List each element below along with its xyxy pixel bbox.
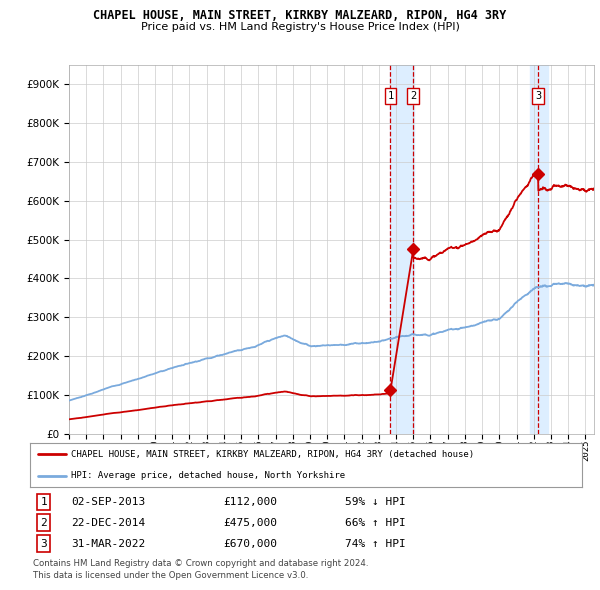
Text: 66% ↑ HPI: 66% ↑ HPI: [344, 517, 406, 527]
Text: CHAPEL HOUSE, MAIN STREET, KIRKBY MALZEARD, RIPON, HG4 3RY (detached house): CHAPEL HOUSE, MAIN STREET, KIRKBY MALZEA…: [71, 450, 475, 459]
Text: £112,000: £112,000: [223, 497, 277, 507]
Text: 59% ↓ HPI: 59% ↓ HPI: [344, 497, 406, 507]
Text: 74% ↑ HPI: 74% ↑ HPI: [344, 539, 406, 549]
Bar: [389, 65, 414, 434]
Text: 3: 3: [40, 539, 47, 549]
Text: Contains HM Land Registry data © Crown copyright and database right 2024.: Contains HM Land Registry data © Crown c…: [33, 559, 368, 568]
Text: This data is licensed under the Open Government Licence v3.0.: This data is licensed under the Open Gov…: [33, 571, 308, 579]
Text: 1: 1: [387, 91, 394, 101]
Text: 02-SEP-2013: 02-SEP-2013: [71, 497, 146, 507]
Text: 31-MAR-2022: 31-MAR-2022: [71, 539, 146, 549]
Text: Price paid vs. HM Land Registry's House Price Index (HPI): Price paid vs. HM Land Registry's House …: [140, 22, 460, 32]
Text: HPI: Average price, detached house, North Yorkshire: HPI: Average price, detached house, Nort…: [71, 471, 346, 480]
Text: 1: 1: [40, 497, 47, 507]
Text: 22-DEC-2014: 22-DEC-2014: [71, 517, 146, 527]
Text: £670,000: £670,000: [223, 539, 277, 549]
Text: CHAPEL HOUSE, MAIN STREET, KIRKBY MALZEARD, RIPON, HG4 3RY: CHAPEL HOUSE, MAIN STREET, KIRKBY MALZEA…: [94, 9, 506, 22]
Text: 2: 2: [40, 517, 47, 527]
Text: 2: 2: [410, 91, 416, 101]
Text: £475,000: £475,000: [223, 517, 277, 527]
Bar: [530, 65, 548, 434]
Text: 3: 3: [535, 91, 541, 101]
